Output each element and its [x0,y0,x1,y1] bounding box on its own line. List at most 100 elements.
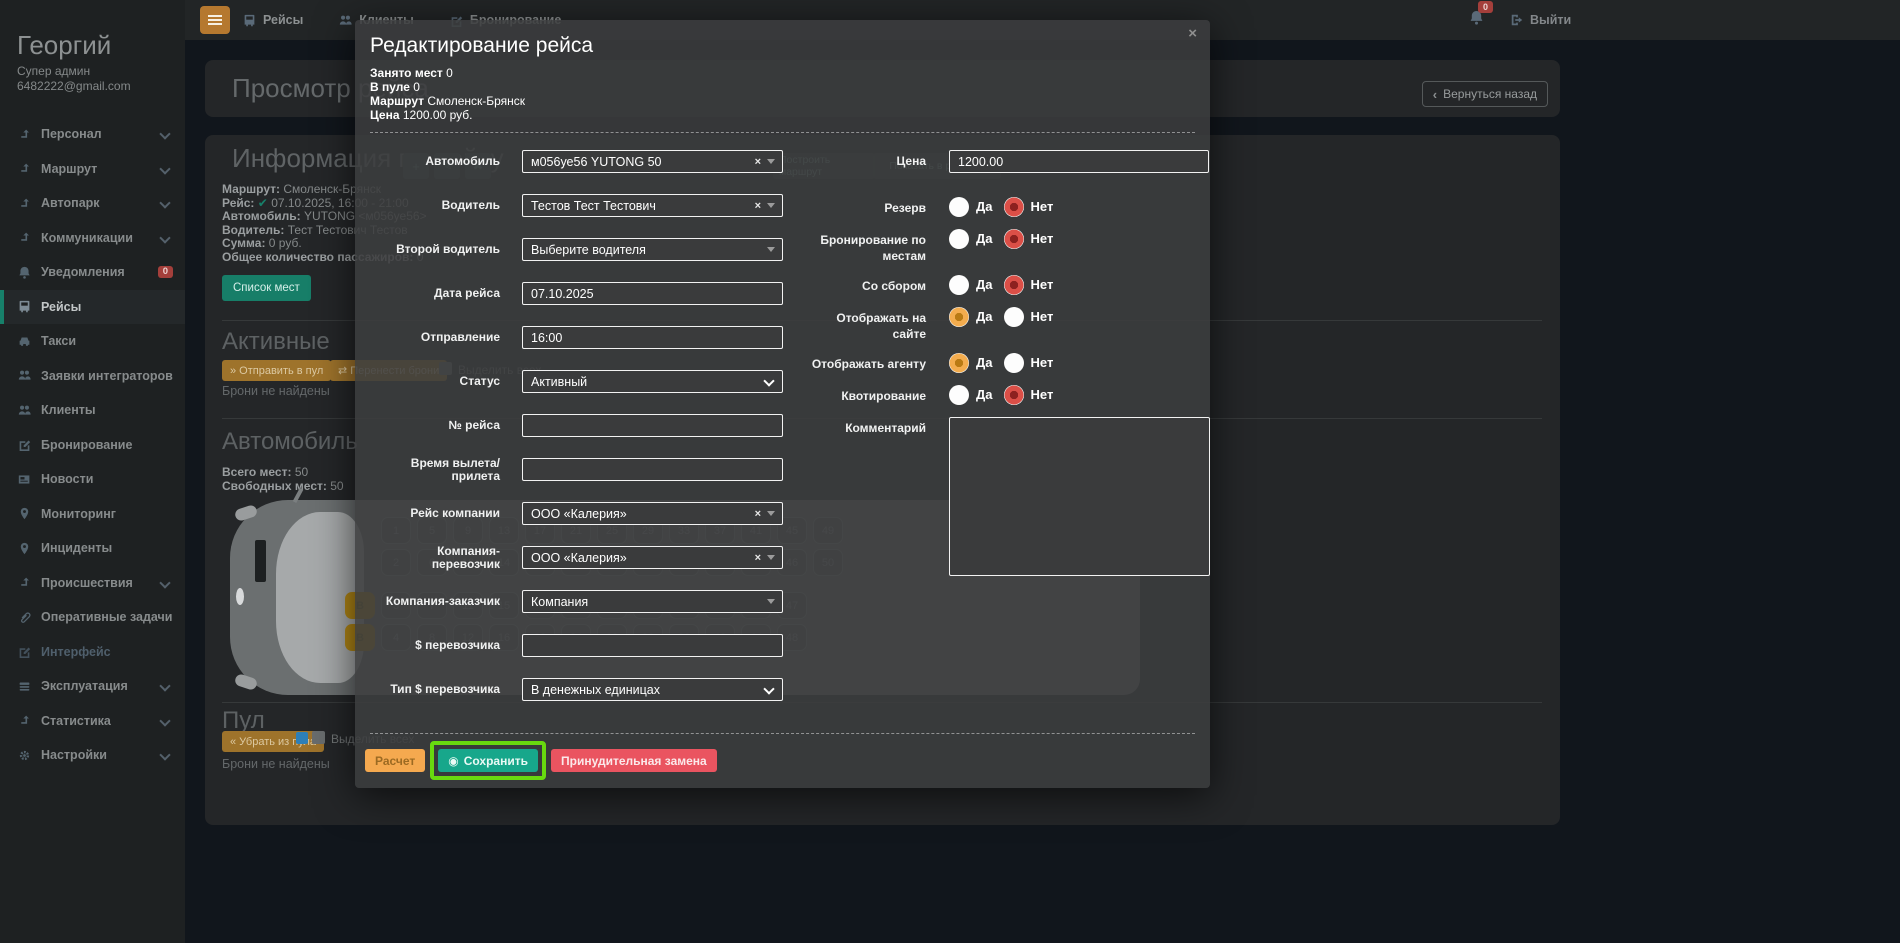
carrier-fee-input[interactable] [522,634,783,657]
clear-icon[interactable]: × [754,199,761,212]
sidebar-item-6[interactable]: Такси [0,324,185,359]
vehicle-select[interactable]: м056уе56 YUTONG 50 × [522,150,783,173]
trip-number-input[interactable] [522,414,783,437]
radio-row-0: Резерв Да Нет [810,197,1210,218]
price-input[interactable]: 1200.00 [949,150,1209,173]
sidebar-item-14[interactable]: Оперативные задачи [0,600,185,635]
nav-item-trips[interactable]: Рейсы [243,13,303,27]
remove-from-pool-button[interactable]: « Убрать из пула [222,731,325,752]
company-trip-select[interactable]: ООО «Калерия» × [522,502,783,525]
bell-icon [17,265,32,279]
radio-row-1: Бронирование по местам Да Нет [810,229,1210,264]
carrier-fee-type-select[interactable]: В денежных единицах [522,678,783,701]
carrier-fee-input-label: $ перевозчика [415,638,500,652]
sidebar-item-7[interactable]: Заявки интеграторов [0,359,185,394]
info-sum: Сумма: 0 руб. [222,236,302,251]
logout-button[interactable]: Выйти [1510,13,1571,27]
seats-list-button[interactable]: Список мест [222,275,311,301]
dashed-divider [370,132,1195,133]
sidebar-item-3[interactable]: Коммуникации [0,221,185,256]
caret-down-icon [767,247,775,252]
clear-icon[interactable]: × [754,507,761,520]
close-icon[interactable]: × [1188,25,1197,42]
force-replace-button[interactable]: Принудительная замена [551,749,717,772]
edit-icon [17,645,32,659]
save-button-highlight: ◉ Сохранить [430,741,546,780]
radio-no[interactable] [1003,275,1024,295]
level-up-icon [17,196,32,210]
sidebar-item-2[interactable]: Автопарк [0,186,185,221]
company-trip-select-label: Рейс компании [410,506,500,520]
sidebar-item-12[interactable]: Инциденты [0,531,185,566]
customer-company-select[interactable]: Компания [522,590,783,613]
radio-yes[interactable] [949,307,969,327]
status-select[interactable]: Активный [522,370,783,393]
sidebar-item-15[interactable]: Интерфейс [0,635,185,670]
map-marker-icon [17,507,32,521]
radio-yes[interactable] [949,353,969,373]
caret-down-icon [767,159,775,164]
trip-date-input[interactable]: 07.10.2025 [522,282,783,305]
sidebar-item-label: Уведомления [41,265,125,280]
pool-blue-marker[interactable] [296,732,308,744]
sidebar-item-17[interactable]: Статистика [0,704,185,739]
back-button[interactable]: ‹ Вернуться назад [1421,81,1548,107]
save-button[interactable]: ◉ Сохранить [438,749,538,772]
sidebar-item-9[interactable]: Бронирование [0,428,185,463]
car-icon [17,334,32,348]
user-name: Георгий [17,30,112,60]
sidebar-item-11[interactable]: Мониторинг [0,497,185,532]
bus-front-light [236,588,244,605]
driver-select[interactable]: Тестов Тест Тестович × [522,194,783,217]
chevron-down-icon [159,128,171,140]
sidebar-item-13[interactable]: Происшествия [0,566,185,601]
chevron-down-icon [159,680,171,692]
radio-yes-label: Да [976,199,993,214]
send-to-pool-button[interactable]: » Отправить в пул [222,360,332,381]
sidebar-item-10[interactable]: Новости [0,462,185,497]
clear-icon[interactable]: × [754,155,761,168]
sidebar-item-18[interactable]: Настройки [0,738,185,773]
sidebar-item-5[interactable]: Рейсы [0,289,185,324]
sidebar-item-label: Клиенты [41,403,96,418]
departure-time-input[interactable]: 16:00 [522,326,783,349]
clear-icon[interactable]: × [754,551,761,564]
nav-right: 0 Выйти [1469,0,1571,40]
radio-label: Со сбором [862,279,926,293]
trip-number-input-label: № рейса [448,418,500,432]
carrier-company-select[interactable]: ООО «Калерия» × [522,546,783,569]
calc-button[interactable]: Расчет [365,749,426,772]
caret-down-icon [767,203,775,208]
comment-textarea[interactable] [949,417,1210,576]
radio-no[interactable] [1003,197,1024,217]
flight-time-input-label: Время вылета/прилета [410,455,500,483]
sidebar-item-0[interactable]: Персонал [0,117,185,152]
radio-yes[interactable] [949,197,969,217]
sign-out-icon [1510,13,1524,27]
price-label: Цена [896,154,926,168]
status-select-label: Статус [459,374,500,388]
notifications-button[interactable]: 0 [1469,1,1494,30]
sidebar-item-label: Персонал [41,127,102,142]
radio-yes-label: Да [976,231,993,246]
carrier-company-select-row: Компания-перевозчик ООО «Калерия» × [370,544,790,570]
radio-yes[interactable] [949,385,969,405]
sidebar-item-8[interactable]: Клиенты [0,393,185,428]
flight-time-input[interactable] [522,458,783,481]
radio-yes[interactable] [949,229,969,249]
price-row: Цена 1200.00 [810,150,1210,173]
chevron-down-icon [159,577,171,589]
radio-no[interactable] [1003,307,1024,327]
pool-select-all-checkbox[interactable] [312,731,325,744]
second-driver-select[interactable]: Выберите водителя [522,238,783,261]
paperclip-icon [17,610,32,624]
radio-yes[interactable] [949,275,969,295]
radio-no[interactable] [1003,385,1024,405]
menu-toggle-button[interactable] [200,6,230,34]
sidebar-item-4[interactable]: Уведомления 0 [0,255,185,290]
sidebar-item-1[interactable]: Маршрут [0,152,185,187]
radio-no[interactable] [1003,229,1024,249]
radio-no[interactable] [1003,353,1024,373]
sidebar-item-16[interactable]: Эксплуатация [0,669,185,704]
sidebar-item-label: Интерфейс [41,644,111,659]
